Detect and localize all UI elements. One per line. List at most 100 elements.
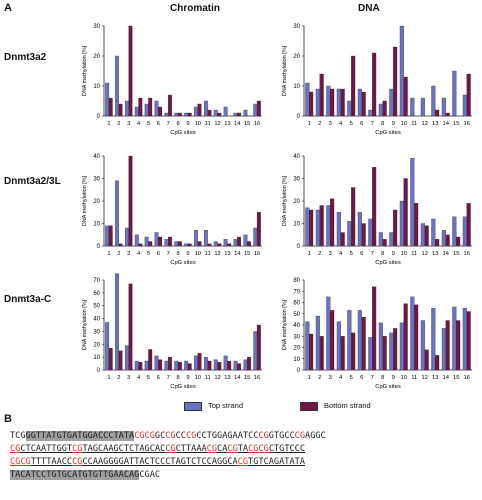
x-tick-label: 4 (137, 375, 141, 381)
x-tick-label: 8 (381, 251, 384, 257)
y-tick-label: 70 (293, 289, 300, 295)
y-tick-label: 50 (93, 304, 100, 310)
bar-bottom-strand (361, 91, 366, 117)
bar-top-strand (452, 216, 457, 247)
bar-bottom-strand (187, 363, 192, 371)
x-tick-label: 15 (453, 375, 459, 381)
bar-bottom-strand (414, 203, 419, 247)
x-tick-label: 9 (186, 375, 189, 381)
bar-bottom-strand (466, 73, 471, 117)
bar-bottom-strand (108, 97, 113, 117)
bar-top-strand (347, 100, 352, 117)
y-tick-label: 70 (93, 278, 100, 284)
bar-bottom-strand (217, 112, 222, 117)
x-tick-label: 14 (234, 375, 241, 381)
bar-top-strand (253, 103, 258, 117)
x-tick-label: 8 (176, 121, 179, 127)
bar-bottom-strand (340, 88, 345, 117)
bar-bottom-strand (158, 106, 163, 117)
x-tick-label: 5 (147, 121, 150, 127)
x-tick-label: 15 (453, 251, 459, 257)
cpg-site: CG (294, 431, 306, 441)
x-tick-label: 13 (224, 375, 230, 381)
bar-top-strand (336, 212, 341, 247)
x-tick-label: 11 (205, 375, 211, 381)
x-tick-label: 9 (186, 251, 189, 257)
y-tick-label: 0 (97, 114, 101, 120)
y-axis-label: DNA methylation [%] (282, 299, 288, 350)
y-tick-label: 30 (293, 177, 300, 183)
bar-bottom-strand (177, 362, 182, 371)
y-tick-label: 10 (93, 222, 100, 228)
y-tick-label: 0 (297, 114, 301, 120)
y-tick-label: 30 (93, 24, 100, 30)
sequence-line: TCGGGTTATGTGATGGACCCTATACGCGGCCGCCCGCCTG… (10, 430, 474, 443)
primer-region: TACATCCTGTGCATGTGTTGAACAG (10, 470, 140, 480)
bar-bottom-strand (361, 223, 366, 247)
sequence-segment: TA (237, 444, 249, 454)
bar-bottom-strand (177, 112, 182, 117)
bar-bottom-strand (424, 349, 429, 371)
x-tick-label: 15 (244, 251, 250, 257)
bar-top-strand (174, 241, 179, 247)
x-tick-label: 3 (329, 375, 332, 381)
bar-top-strand (315, 315, 320, 371)
bar-top-strand (213, 109, 218, 117)
bar-top-strand (378, 103, 383, 117)
x-tick-label: 1 (308, 375, 311, 381)
bar-top-strand (305, 82, 310, 117)
x-tick-label: 9 (392, 375, 395, 381)
x-tick-label: 2 (117, 251, 120, 257)
bar-bottom-strand (403, 178, 408, 247)
bar-top-strand (462, 94, 467, 117)
x-tick-label: 10 (401, 121, 407, 127)
sequence-segment: CGAC (139, 470, 161, 480)
y-tick-label: 20 (293, 346, 300, 352)
bar-top-strand (441, 230, 446, 247)
x-tick-label: 13 (432, 251, 438, 257)
x-tick-label: 10 (401, 375, 407, 381)
x-tick-label: 6 (157, 121, 160, 127)
x-tick-label: 14 (443, 121, 450, 127)
bar-top-strand (336, 88, 341, 117)
bar-bottom-strand (466, 311, 471, 371)
bar-bottom-strand (445, 112, 450, 117)
cpg-site: CG (165, 431, 176, 441)
x-tick-label: 8 (381, 121, 384, 127)
sequence-segment: CTTAAA (175, 444, 207, 454)
bar-bottom-strand (187, 112, 192, 117)
bar-bottom-strand (414, 304, 419, 371)
sequence-segment: CTGTCCC (268, 444, 306, 454)
bar-top-strand (115, 180, 119, 247)
y-axis-label: DNA methylation [%] (82, 175, 88, 226)
y-tick-label: 0 (97, 244, 101, 250)
bar-top-strand (347, 221, 352, 247)
bar-bottom-strand (158, 359, 163, 371)
row-title-dnmt3a2-3l: Dnmt3a2/3L (4, 176, 61, 187)
bar-bottom-strand (319, 336, 324, 371)
bar-bottom-strand (466, 203, 471, 247)
x-tick-label: 1 (308, 121, 311, 127)
bar-bottom-strand (330, 198, 335, 247)
sequence-segment: TAGCAAGCTCTAGCAC (82, 444, 166, 454)
bar-top-strand (184, 243, 189, 247)
x-tick-label: 15 (244, 121, 250, 127)
sequence-segment: CA (217, 444, 228, 454)
bar-top-strand (164, 112, 169, 117)
x-tick-label: 8 (176, 375, 179, 381)
bar-bottom-strand (319, 73, 324, 117)
x-tick-label: 5 (147, 375, 150, 381)
x-tick-label: 11 (411, 375, 417, 381)
x-tick-label: 12 (214, 121, 220, 127)
y-axis-label: DNA methylation [%] (282, 45, 288, 96)
bar-bottom-strand (382, 239, 387, 247)
bar-bottom-strand (309, 333, 314, 371)
sequence-segment: CC (284, 431, 295, 441)
y-tick-label: 10 (293, 84, 300, 90)
bar-bottom-strand (445, 234, 450, 247)
y-tick-label: 30 (93, 329, 100, 335)
bar-top-strand (184, 112, 189, 117)
